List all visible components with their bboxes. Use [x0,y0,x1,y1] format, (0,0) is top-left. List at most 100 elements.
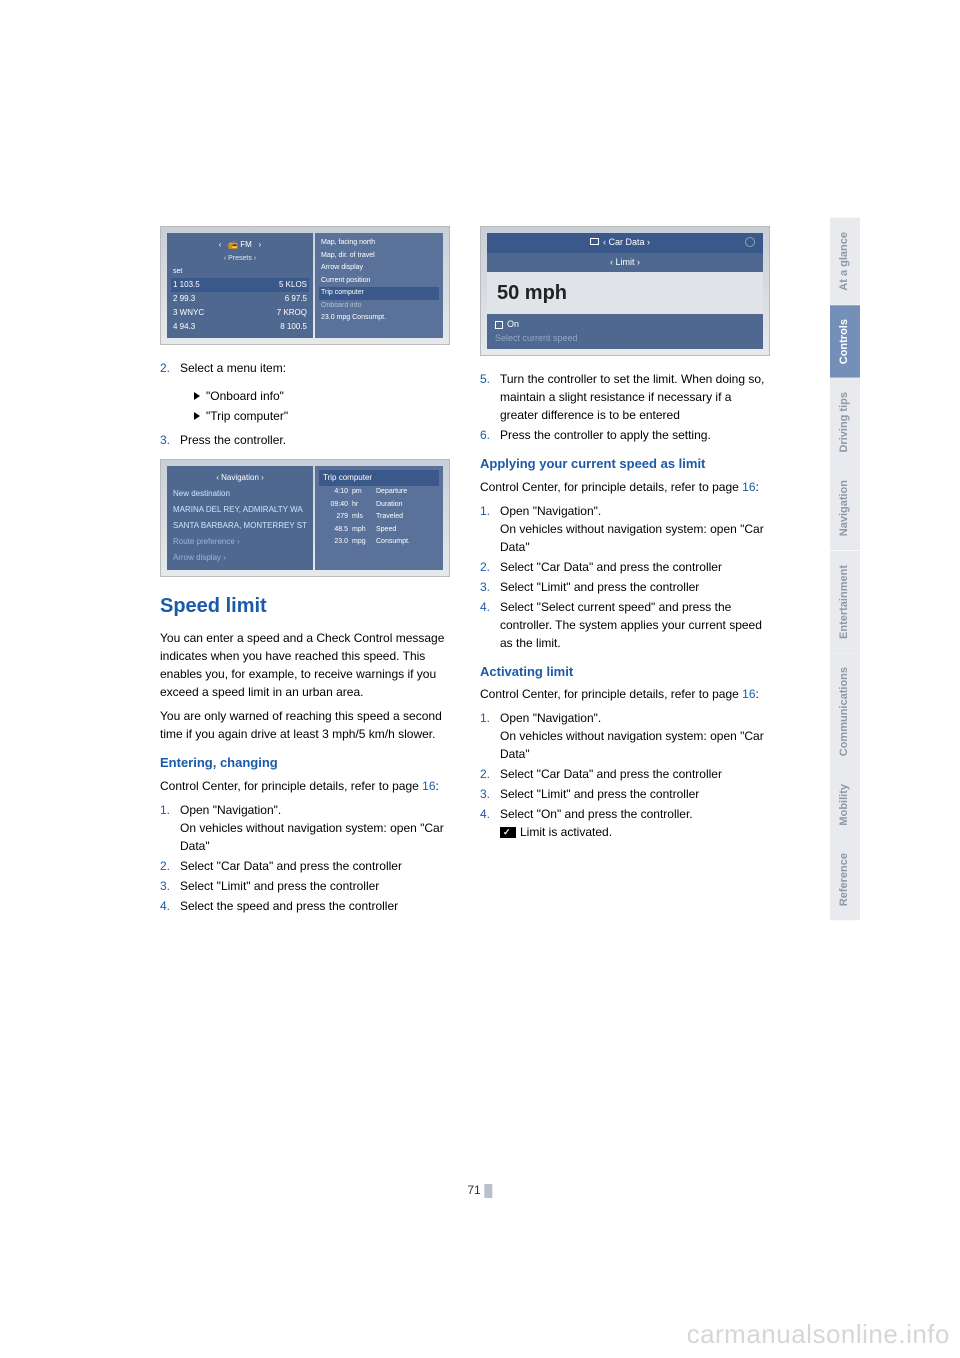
select-current-speed: Select current speed [495,332,755,346]
step-num: 3. [480,785,494,803]
activating-lead: Control Center, for principle details, r… [480,685,770,703]
entering-step-2: 2. Select "Car Data" and press the contr… [160,857,450,875]
side-tab-reference[interactable]: Reference [830,839,860,920]
activating-steps: 1. Open "Navigation".On vehicles without… [480,709,770,841]
lead-text: Control Center, for principle details, r… [480,480,742,494]
triangle-icon [194,392,200,400]
preset-row: 3 WNYC7 KROQ [171,306,309,320]
speed-limit-intro2: You are only warned of reaching this spe… [160,707,450,743]
applying-step-3: 3. Select "Limit" and press the controll… [480,578,770,596]
screenshot-navigation: ‹ Navigation › New destinationMARINA DEL… [160,459,450,577]
triangle-icon [194,412,200,420]
step-num: 2. [160,359,174,377]
step-num: 2. [480,558,494,576]
onboard-info-option: "Onboard info" [206,389,284,403]
page-ref-link[interactable]: 16 [422,779,435,793]
page-ref-link[interactable]: 16 [742,687,755,701]
applying-step-4: 4. Select "Select current speed" and pre… [480,598,770,652]
step-text: Open "Navigation".On vehicles without na… [180,801,450,855]
step-2: 2. Select a menu item: [160,359,450,377]
menu-item: Arrow display [319,262,439,275]
step-text: Select "On" and press the controller. Li… [500,805,693,841]
applying-step-1: 1. Open "Navigation".On vehicles without… [480,502,770,556]
step-text: Select "Car Data" and press the controll… [500,765,722,783]
side-tabs: At a glanceControlsDriving tipsNavigatio… [830,218,860,921]
page-marker [485,1184,493,1198]
left-column: ‹ 📻 FM › ‹ Presets › set 1 103.55 KLOS2 … [160,226,450,925]
trip-data-row: 23.0mpgConsumpt. [319,536,439,549]
step-num: 1. [480,502,494,556]
step-num: 3. [160,877,174,895]
entering-step-3: 3. Select "Limit" and press the controll… [160,877,450,895]
step-num: 4. [160,897,174,915]
step-text: Press the controller to apply the settin… [500,426,711,444]
limit-subbar: ‹ Limit › [487,253,763,273]
menu-item: 23.0 mpg Consumpt. [319,312,439,325]
step-text: Select "Limit" and press the controller [500,785,699,803]
menu-item: Trip computer [319,287,439,300]
checkbox-icon [495,321,503,329]
activating-heading: Activating limit [480,662,770,682]
step-num: 3. [160,431,174,449]
entering-lead: Control Center, for principle details, r… [160,777,450,795]
speed-value: 50 mph [487,272,763,314]
car-data-topbar: ‹ Car Data › [487,233,763,253]
trip-computer-option: "Trip computer" [206,409,288,423]
step-2a: "Onboard info" [194,387,450,405]
speed-limit-heading: Speed limit [160,591,450,621]
step-text: Select the speed and press the controlle… [180,897,398,915]
applying-step-2: 2. Select "Car Data" and press the contr… [480,558,770,576]
step-num: 1. [480,709,494,763]
activating-step-4: 4. Select "On" and press the controller.… [480,805,770,841]
step-num: 4. [480,598,494,652]
step-num: 5. [480,370,494,424]
activating-step-1: 1. Open "Navigation".On vehicles without… [480,709,770,763]
step-3: 3. Press the controller. [160,431,450,449]
menu-item: Map, dir. of travel [319,250,439,263]
step-2b: "Trip computer" [194,407,450,425]
step-num: 1. [160,801,174,855]
lead-tail: : [436,779,439,793]
menu-item: Current position [319,275,439,288]
entering-heading: Entering, changing [160,753,450,773]
screenshot-fm-presets: ‹ 📻 FM › ‹ Presets › set 1 103.55 KLOS2 … [160,226,450,345]
lead-text: Control Center, for principle details, r… [160,779,422,793]
side-tab-driving-tips[interactable]: Driving tips [830,378,860,467]
fm-subheader: ‹ Presets › [171,253,309,266]
preset-row: 1 103.55 KLOS [171,278,309,292]
step-3-list: 3. Press the controller. [160,431,450,449]
side-tab-at-a-glance[interactable]: At a glance [830,218,860,305]
menu-steps: 2. Select a menu item: [160,359,450,377]
trip-data-row: 279mlsTraveled [319,511,439,524]
side-tab-mobility[interactable]: Mobility [830,770,860,840]
preset-row: 2 99.36 97.5 [171,292,309,306]
applying-heading: Applying your current speed as limit [480,454,770,474]
activating-step-2: 2. Select "Car Data" and press the contr… [480,765,770,783]
lead-text: Control Center, for principle details, r… [480,687,742,701]
check-icon [500,827,516,838]
step-num: 6. [480,426,494,444]
nav-list-item: New destination [171,486,309,502]
step-text: Select a menu item: [180,359,286,377]
step-5: 5. Turn the controller to set the limit.… [480,370,770,424]
entering-steps: 1. Open "Navigation".On vehicles without… [160,801,450,915]
step-text: Select "Limit" and press the controller [500,578,699,596]
side-tab-entertainment[interactable]: Entertainment [830,551,860,653]
page-ref-link[interactable]: 16 [742,480,755,494]
screenshot-car-data: ‹ Car Data › ‹ Limit › 50 mph On Select … [480,226,770,356]
side-tab-navigation[interactable]: Navigation [830,466,860,550]
step-text: Press the controller. [180,431,286,449]
step-num: 3. [480,578,494,596]
menu-item: Map, facing north [319,237,439,250]
footer-watermark: carmanualsonline.info [687,1319,950,1350]
nav-list-item: Arrow display › [171,550,309,566]
fm-header: FM [240,240,252,249]
fm-set-label: set [171,266,309,279]
circle-icon [745,237,755,247]
side-tab-communications[interactable]: Communications [830,653,860,770]
step-text: Select "Select current speed" and press … [500,598,770,652]
step-text: Turn the controller to set the limit. Wh… [500,370,770,424]
trip-data-row: 09:40hrDuration [319,499,439,512]
nav-list-item: SANTA BARBARA, MONTERREY ST [171,518,309,534]
side-tab-controls[interactable]: Controls [830,305,860,378]
